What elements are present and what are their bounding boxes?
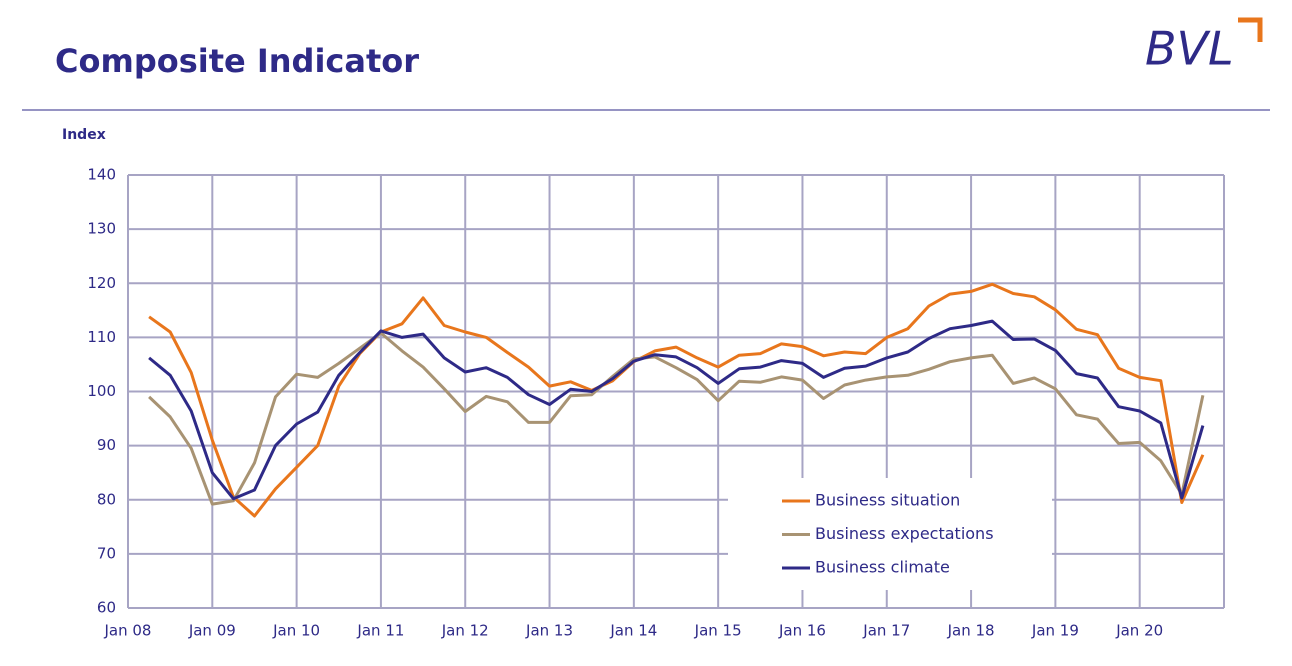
legend-label: Business climate — [815, 558, 950, 577]
y-tick-label: 70 — [97, 544, 116, 562]
x-tick-label: Jan 16 — [778, 622, 826, 640]
chart-title: Composite Indicator — [55, 42, 419, 80]
x-tick-label: Jan 08 — [104, 622, 152, 640]
y-tick-label: 140 — [87, 166, 116, 184]
series-line — [148, 319, 1205, 501]
x-tick-label: Jan 12 — [441, 622, 489, 640]
legend-label: Business situation — [815, 491, 960, 510]
y-tick-label: 110 — [87, 328, 116, 346]
x-tick-label: Jan 19 — [1031, 622, 1079, 640]
series-line — [148, 282, 1205, 518]
x-tick-label: Jan 09 — [188, 622, 236, 640]
logo-mark — [1238, 17, 1263, 42]
logo: BVL — [1145, 22, 1234, 76]
y-tick-label: 120 — [87, 274, 116, 292]
y-tick-label: 60 — [97, 599, 116, 617]
x-tick-label: Jan 11 — [356, 622, 404, 640]
y-tick-label: 80 — [97, 490, 116, 508]
y-tick-label: 130 — [87, 220, 116, 238]
x-tick-label: Jan 14 — [609, 622, 657, 640]
x-tick-label: Jan 17 — [862, 622, 910, 640]
x-tick-label: Jan 20 — [1115, 622, 1163, 640]
x-tick-label: Jan 10 — [272, 622, 320, 640]
x-tick-label: Jan 15 — [694, 622, 742, 640]
y-axis-label: Index — [62, 127, 106, 143]
legend-label: Business expectations — [815, 524, 994, 543]
x-tick-label: Jan 18 — [947, 622, 995, 640]
y-tick-label: 90 — [97, 436, 116, 454]
x-tick-label: Jan 13 — [525, 622, 573, 640]
y-tick-label: 100 — [87, 382, 116, 400]
series-line — [148, 331, 1205, 506]
